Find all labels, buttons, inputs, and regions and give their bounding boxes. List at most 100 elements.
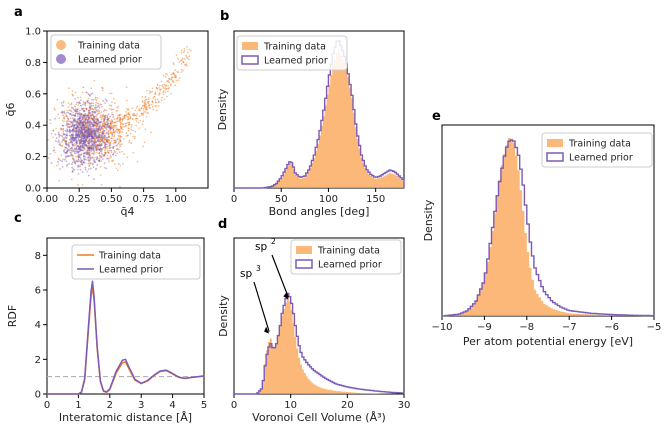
scatter-point-prior bbox=[88, 135, 90, 137]
scatter-point-prior bbox=[76, 140, 79, 143]
scatter-point-prior bbox=[69, 134, 72, 137]
scatter-point-prior bbox=[64, 146, 66, 149]
scatter-point-training bbox=[90, 150, 92, 153]
scatter-point-prior bbox=[82, 142, 85, 144]
scatter-point-training bbox=[107, 123, 110, 125]
scatter-point-prior bbox=[77, 164, 80, 167]
scatter-point-training bbox=[182, 51, 185, 54]
scatter-point-training bbox=[104, 137, 107, 139]
scatter-point-prior bbox=[81, 122, 84, 125]
scatter-point-training bbox=[106, 136, 109, 139]
scatter-point-training bbox=[99, 123, 101, 126]
scatter-point-prior bbox=[103, 109, 106, 111]
scatter-point-training bbox=[142, 114, 145, 116]
scatter-point-prior bbox=[100, 137, 103, 139]
scatter-point-prior bbox=[88, 147, 91, 150]
scatter-point-training bbox=[77, 131, 79, 134]
scatter-point-prior bbox=[71, 143, 74, 146]
scatter-point-prior bbox=[102, 124, 105, 127]
scatter-point-training bbox=[97, 144, 99, 147]
scatter-point-training bbox=[91, 98, 93, 101]
scatter-point-prior bbox=[65, 130, 68, 133]
scatter-point-prior bbox=[101, 158, 104, 161]
scatter-point-prior bbox=[88, 139, 91, 142]
scatter-point-training bbox=[123, 153, 126, 155]
scatter-point-prior bbox=[90, 133, 93, 136]
scatter-point-prior bbox=[90, 146, 93, 149]
scatter-point-prior bbox=[90, 131, 93, 134]
scatter-point-prior bbox=[79, 149, 82, 152]
scatter-point-prior bbox=[86, 120, 89, 123]
scatter-point-prior bbox=[85, 135, 88, 138]
scatter-point-training bbox=[99, 166, 102, 168]
scatter-point-prior bbox=[91, 110, 94, 113]
scatter-point-training bbox=[88, 135, 91, 138]
scatter-point-prior bbox=[93, 121, 96, 124]
scatter-point-prior bbox=[76, 144, 79, 147]
scatter-point-prior bbox=[89, 134, 92, 137]
scatter-point-prior bbox=[85, 129, 88, 131]
scatter-point-prior bbox=[107, 118, 110, 120]
legend-label: Training data bbox=[317, 246, 380, 257]
scatter-point-prior bbox=[103, 116, 106, 119]
scatter-point-prior bbox=[78, 127, 81, 130]
scatter-point-training bbox=[145, 103, 147, 106]
scatter-point-prior bbox=[74, 109, 76, 112]
scatter-point-training bbox=[86, 128, 88, 131]
scatter-point-prior bbox=[86, 134, 89, 137]
scatter-point-prior bbox=[87, 123, 90, 126]
scatter-point-prior bbox=[96, 123, 99, 126]
scatter-point-prior bbox=[84, 126, 86, 129]
scatter-point-training bbox=[63, 112, 66, 115]
scatter-point-prior bbox=[88, 116, 91, 119]
scatter-point-training bbox=[132, 129, 134, 132]
scatter-point-prior bbox=[66, 128, 69, 130]
scatter-point-prior bbox=[83, 152, 86, 155]
scatter-point-prior bbox=[78, 113, 81, 116]
scatter-point-prior bbox=[88, 129, 91, 132]
x-tick-label: −5 bbox=[647, 322, 662, 333]
scatter-point-prior bbox=[82, 124, 85, 127]
scatter-point-training bbox=[98, 148, 101, 151]
scatter-point-prior bbox=[57, 140, 60, 143]
scatter-point-training bbox=[100, 132, 103, 135]
scatter-point-prior bbox=[96, 140, 99, 142]
scatter-point-training bbox=[161, 84, 164, 86]
scatter-point-training bbox=[67, 149, 70, 151]
scatter-point-prior bbox=[109, 115, 112, 118]
scatter-point-training bbox=[90, 138, 93, 141]
scatter-point-prior bbox=[93, 121, 96, 124]
scatter-point-prior bbox=[75, 110, 78, 113]
scatter-point-training bbox=[96, 136, 98, 138]
scatter-point-prior bbox=[87, 93, 90, 95]
scatter-point-training bbox=[99, 103, 102, 105]
scatter-point-training bbox=[56, 165, 58, 167]
scatter-point-prior bbox=[88, 131, 91, 134]
scatter-point-training bbox=[103, 126, 106, 128]
scatter-point-prior bbox=[84, 140, 87, 143]
scatter-point-prior bbox=[59, 134, 61, 137]
scatter-point-prior bbox=[79, 132, 82, 135]
scatter-point-prior bbox=[73, 118, 76, 121]
scatter-point-prior bbox=[73, 126, 76, 129]
scatter-point-prior bbox=[83, 140, 86, 143]
scatter-point-training bbox=[74, 91, 77, 94]
scatter-point-prior bbox=[91, 137, 94, 139]
scatter-point-prior bbox=[58, 139, 60, 142]
scatter-point-training bbox=[137, 121, 140, 124]
scatter-point-training bbox=[183, 50, 186, 52]
scatter-point-prior bbox=[95, 149, 97, 151]
scatter-point-prior bbox=[80, 148, 83, 151]
scatter-point-training bbox=[105, 121, 107, 124]
scatter-point-prior bbox=[66, 150, 69, 153]
scatter-point-prior bbox=[91, 118, 94, 121]
scatter-point-training bbox=[86, 170, 89, 173]
scatter-point-training bbox=[111, 124, 113, 127]
scatter-point-prior bbox=[91, 131, 93, 134]
scatter-point-prior bbox=[87, 135, 89, 138]
scatter-point-prior bbox=[71, 137, 74, 140]
scatter-point-prior bbox=[81, 149, 84, 152]
scatter-point-training bbox=[92, 135, 94, 137]
scatter-point-prior bbox=[79, 119, 81, 122]
